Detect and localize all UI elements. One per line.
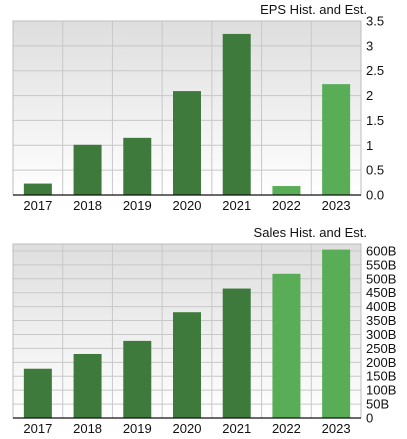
- eps-xtick-label: 2018: [73, 198, 102, 213]
- sales-xtick-label: 2021: [222, 421, 251, 436]
- sales-ytick-label: 200B: [366, 355, 396, 370]
- eps-xtick-label: 2023: [322, 198, 351, 213]
- sales-ytick-label: 550B: [366, 257, 396, 272]
- eps-ytick-label: 3: [366, 38, 373, 53]
- eps-ytick-label: 0.5: [366, 163, 384, 178]
- eps-bar-2019: [123, 137, 152, 195]
- sales-ytick-label: 350B: [366, 313, 396, 328]
- eps-ytick-label: 0.0: [366, 188, 384, 203]
- sales-xtick-label: 2022: [272, 421, 301, 436]
- sales-xtick-label: 2023: [322, 421, 351, 436]
- eps-ytick-label: 3.5: [366, 14, 384, 29]
- sales-ytick-label: 100B: [366, 383, 396, 398]
- eps-bar-2021: [222, 33, 251, 195]
- sales-bar-2022: [272, 273, 301, 418]
- eps-chart-title: EPS Hist. and Est.: [260, 2, 367, 17]
- sales-ytick-label: 450B: [366, 285, 396, 300]
- sales-bar-2023: [322, 249, 351, 418]
- sales-chart-title: Sales Hist. and Est.: [253, 225, 367, 240]
- eps-ytick-label: 1: [366, 138, 373, 153]
- sales-bar-2021: [222, 288, 251, 418]
- sales-xtick-label: 2017: [23, 421, 52, 436]
- eps-xtick-label: 2021: [222, 198, 251, 213]
- sales-ytick-label: 500B: [366, 271, 396, 286]
- eps-ytick-label: 2: [366, 88, 373, 103]
- sales-bar-2018: [73, 353, 102, 418]
- eps-xtick-label: 2019: [123, 198, 152, 213]
- eps-bar-2020: [173, 91, 201, 195]
- eps-chart: 0.0 0.5 1 1.5 2 2.5 3 3.5 2017 2018 2019 2020 2021 20…: [12, 14, 384, 213]
- sales-xtick-label: 2020: [173, 421, 202, 436]
- sales-bar-2019: [123, 340, 152, 418]
- sales-ytick-label: 600B: [366, 243, 396, 258]
- sales-bar-2017: [23, 368, 52, 418]
- sales-xtick-label: 2019: [123, 421, 152, 436]
- sales-ytick-label: 250B: [366, 341, 396, 356]
- eps-ytick-label: 1.5: [366, 113, 384, 128]
- eps-xtick-label: 2022: [272, 198, 301, 213]
- eps-ytick-label: 2.5: [366, 63, 384, 78]
- eps-bar-2018: [73, 144, 102, 195]
- sales-ytick-label: 300B: [366, 327, 396, 342]
- sales-ytick-label: 50B: [366, 397, 389, 412]
- eps-bar-2017: [23, 183, 52, 195]
- sales-chart: 050B100B150B200B250B300B350B400B450B500B…: [12, 243, 396, 436]
- sales-xtick-label: 2018: [73, 421, 102, 436]
- sales-bar-2020: [173, 312, 201, 418]
- eps-bar-2023: [322, 84, 351, 195]
- eps-xtick-label: 2020: [173, 198, 202, 213]
- sales-ytick-label: 400B: [366, 299, 396, 314]
- eps-bar-2022: [272, 186, 301, 195]
- sales-ytick-label: 150B: [366, 369, 396, 384]
- sales-ytick-label: 0: [366, 411, 373, 426]
- eps-xtick-label: 2017: [23, 198, 52, 213]
